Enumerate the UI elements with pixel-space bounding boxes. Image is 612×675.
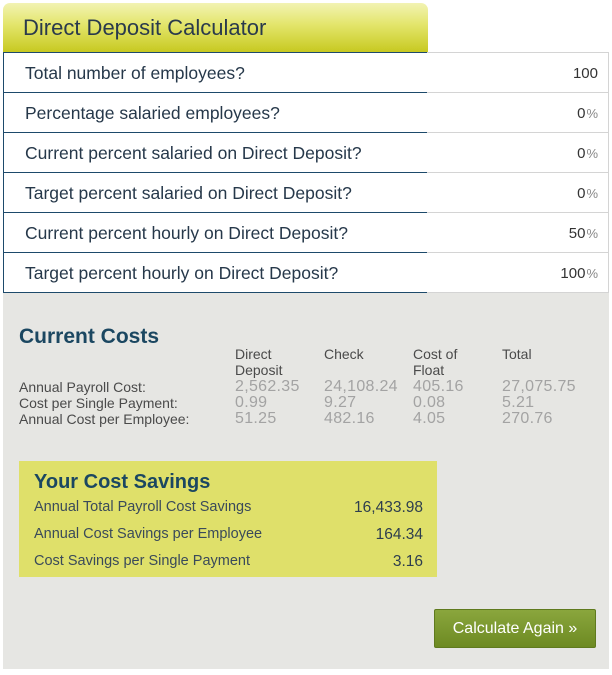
target-salaried-dd-input[interactable]: 0% [427, 172, 609, 213]
cost-value: 270.76 [502, 410, 553, 427]
calculate-again-button[interactable]: Calculate Again » [434, 609, 596, 648]
input-label: Total number of employees? [3, 52, 428, 93]
percent-unit: % [586, 146, 598, 161]
savings-value: 164.34 [375, 526, 423, 543]
target-hourly-dd-input[interactable]: 100% [427, 252, 609, 293]
cost-value: 405.16 [413, 378, 464, 395]
column-header-direct-deposit: Direct Deposit [235, 346, 283, 378]
cost-value: 24,108.24 [324, 378, 398, 395]
input-value: 50 [568, 225, 586, 242]
employees-input[interactable]: 100 [427, 52, 609, 93]
cost-value: 482.16 [324, 410, 375, 427]
input-label: Percentage salaried employees? [3, 92, 428, 133]
cost-value: 5.21 [502, 394, 535, 411]
input-row-employees: Total number of employees? 100 [3, 52, 609, 93]
savings-label: Cost Savings per Single Payment [34, 553, 250, 569]
cost-value: 0.08 [413, 394, 446, 411]
cost-savings-title: Your Cost Savings [34, 471, 211, 493]
input-value: 100 [572, 65, 598, 82]
column-header-cost-of-float: Cost of Float [413, 346, 458, 378]
input-row-target-salaried-dd: Target percent salaried on Direct Deposi… [3, 172, 609, 213]
savings-value: 3.16 [392, 553, 423, 570]
column-header-total: Total [502, 346, 532, 362]
current-hourly-dd-input[interactable]: 50% [427, 212, 609, 253]
cost-row-label: Cost per Single Payment: [19, 395, 178, 411]
cost-row-label: Annual Cost per Employee: [19, 411, 190, 427]
cost-value: 0.99 [235, 394, 268, 411]
pct-salaried-input[interactable]: 0% [427, 92, 609, 133]
cost-savings-box: Your Cost Savings Annual Total Payroll C… [19, 461, 437, 577]
cost-value: 2,562.35 [235, 378, 300, 395]
current-salaried-dd-input[interactable]: 0% [427, 132, 609, 173]
input-row-target-hourly-dd: Target percent hourly on Direct Deposit?… [3, 252, 609, 293]
savings-value: 16,433.98 [354, 499, 423, 516]
cost-value: 4.05 [413, 410, 446, 427]
column-header-check: Check [324, 346, 364, 362]
current-costs-title: Current Costs [19, 325, 160, 348]
input-value: 0 [577, 145, 586, 162]
cost-value: 9.27 [324, 394, 357, 411]
input-label: Target percent hourly on Direct Deposit? [3, 252, 428, 293]
cost-value: 51.25 [235, 410, 277, 427]
input-value: 0 [577, 185, 586, 202]
calculator-title: Direct Deposit Calculator [3, 3, 428, 52]
input-row-current-salaried-dd: Current percent salaried on Direct Depos… [3, 132, 609, 173]
input-row-pct-salaried: Percentage salaried employees? 0% [3, 92, 609, 133]
cost-value: 27,075.75 [502, 378, 576, 395]
input-value: 0 [577, 105, 586, 122]
input-label: Current percent salaried on Direct Depos… [3, 132, 428, 173]
input-value: 100 [560, 265, 586, 282]
savings-label: Annual Total Payroll Cost Savings [34, 499, 252, 515]
savings-label: Annual Cost Savings per Employee [34, 526, 263, 542]
percent-unit: % [586, 106, 598, 121]
percent-unit: % [586, 186, 598, 201]
cost-row-label: Annual Payroll Cost: [19, 379, 146, 395]
input-label: Current percent hourly on Direct Deposit… [3, 212, 428, 253]
percent-unit: % [586, 226, 598, 241]
results-panel: Current Costs Direct Deposit Check Cost … [3, 293, 609, 669]
input-label: Target percent salaried on Direct Deposi… [3, 172, 428, 213]
percent-unit: % [586, 266, 598, 281]
input-row-current-hourly-dd: Current percent hourly on Direct Deposit… [3, 212, 609, 253]
